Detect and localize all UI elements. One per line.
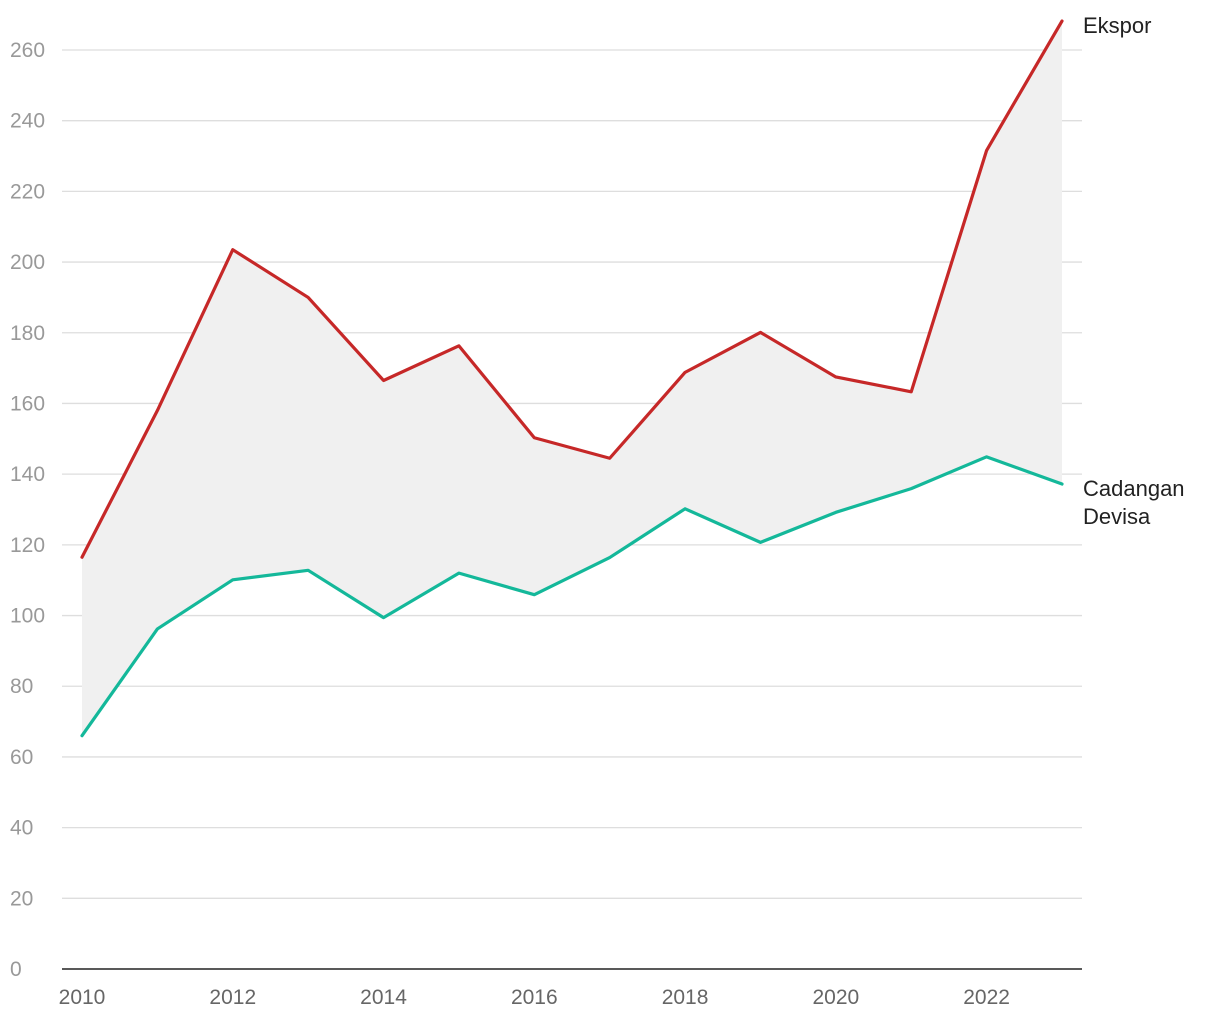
y-tick-label: 260 xyxy=(10,39,45,62)
x-tick-label: 2020 xyxy=(812,986,859,1009)
y-tick-label: 60 xyxy=(10,746,33,769)
gap-fill-area xyxy=(82,21,1062,736)
series-line-cadangan-devisa xyxy=(80,455,1064,738)
series-lines xyxy=(80,19,1064,738)
y-tick-label: 40 xyxy=(10,817,33,840)
series-labels: Ekspor Cadangan Devisa xyxy=(1083,13,1185,529)
series-label-cadangan-devisa: Cadangan Devisa xyxy=(1083,476,1185,529)
y-tick-label: 120 xyxy=(10,534,45,557)
x-tick-label: 2016 xyxy=(511,986,558,1009)
x-tick-label: 2012 xyxy=(209,986,256,1009)
y-tick-label: 80 xyxy=(10,675,33,698)
x-tick-label: 2022 xyxy=(963,986,1010,1009)
y-tick-label: 100 xyxy=(10,605,45,628)
y-tick-label: 240 xyxy=(10,110,45,133)
x-tick-labels: 2010 2012 2014 2016 2018 2020 2022 xyxy=(59,986,1010,1009)
y-tick-label: 140 xyxy=(10,463,45,486)
y-tick-label: 220 xyxy=(10,180,45,203)
x-tick-label: 2010 xyxy=(59,986,106,1009)
y-tick-label: 180 xyxy=(10,322,45,345)
y-tick-label: 20 xyxy=(10,887,33,910)
y-tick-label: 0 xyxy=(10,958,22,981)
y-tick-label: 200 xyxy=(10,251,45,274)
series-label-ekspor: Ekspor xyxy=(1083,13,1151,38)
x-tick-label: 2018 xyxy=(662,986,709,1009)
y-tick-label: 160 xyxy=(10,392,45,415)
series-line-ekspor xyxy=(80,19,1064,559)
x-tick-label: 2014 xyxy=(360,986,407,1009)
y-tick-labels: 0 20 40 60 80 100 120 140 160 180 200 220 240 260 xyxy=(10,39,45,981)
